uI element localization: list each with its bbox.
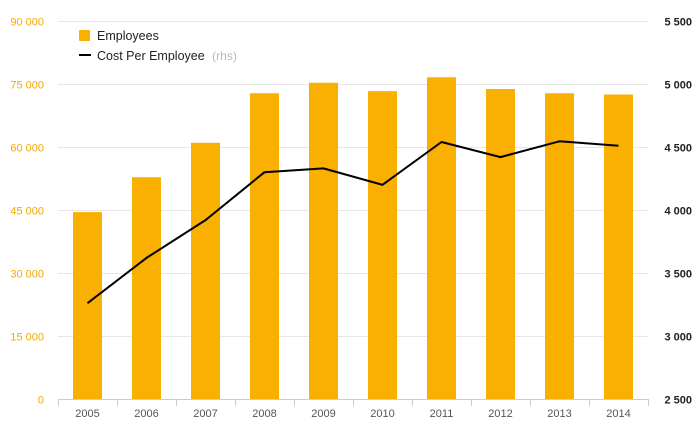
bar-employees [250, 93, 279, 400]
cost-per-employee-line [86, 140, 619, 304]
bar-employees [368, 91, 397, 399]
bar-employees [486, 89, 515, 399]
bar-employees [427, 77, 456, 399]
x-tick-label: 2006 [134, 408, 158, 420]
y-right-tick-label: 4 500 [664, 143, 692, 155]
y-right-tick-label: 2 500 [664, 395, 692, 407]
x-tick-label: 2010 [370, 408, 394, 420]
x-tick-label: 2013 [547, 408, 571, 420]
y-right-tick-label: 3 500 [664, 269, 692, 281]
y-right-tick-label: 3 000 [664, 332, 692, 344]
legend-label-rhs-note: (rhs) [212, 49, 237, 63]
axes: 0 15 000 30 000 45 000 60 000 75 000 90 000 2 5… [10, 17, 692, 421]
y-left-tick-label: 90 000 [10, 17, 44, 29]
employees-bars [73, 77, 633, 400]
legend: Employees Cost Per Employee (rhs) [79, 29, 237, 63]
legend-label-cost-text: Cost Per Employee [97, 49, 205, 63]
x-tick-label: 2012 [488, 408, 512, 420]
bar-employees [309, 82, 338, 400]
bar-employees [73, 212, 102, 399]
y-right-tick-label: 4 000 [664, 206, 692, 218]
legend-label-employees: Employees [97, 29, 159, 43]
y-left-tick-label: 75 000 [10, 80, 44, 92]
y-left-tick-label: 60 000 [10, 143, 44, 155]
bar-employees [604, 94, 633, 399]
legend-swatch-employees [79, 30, 90, 41]
x-tick-label: 2011 [430, 408, 454, 420]
cost-per-employee-line-group [86, 140, 619, 304]
legend-label-cost-per-employee: Cost Per Employee (rhs) [97, 49, 237, 63]
y-left-tick-label: 45 000 [10, 206, 44, 218]
y-left-tick-label: 15 000 [10, 332, 44, 344]
y-right-tick-label: 5 000 [664, 80, 692, 92]
x-tick-label: 2014 [606, 408, 630, 420]
x-tick-label: 2005 [75, 408, 99, 420]
y-left-tick-label: 30 000 [10, 269, 44, 281]
bar-employees [545, 93, 574, 400]
x-tick-label: 2009 [311, 408, 335, 420]
x-tick-label: 2007 [193, 408, 217, 420]
bar-employees [132, 177, 161, 399]
y-left-tick-label: 0 [38, 395, 44, 407]
y-right-tick-label: 5 500 [664, 17, 692, 29]
bar-employees [191, 142, 220, 400]
x-tick-label: 2008 [252, 408, 276, 420]
